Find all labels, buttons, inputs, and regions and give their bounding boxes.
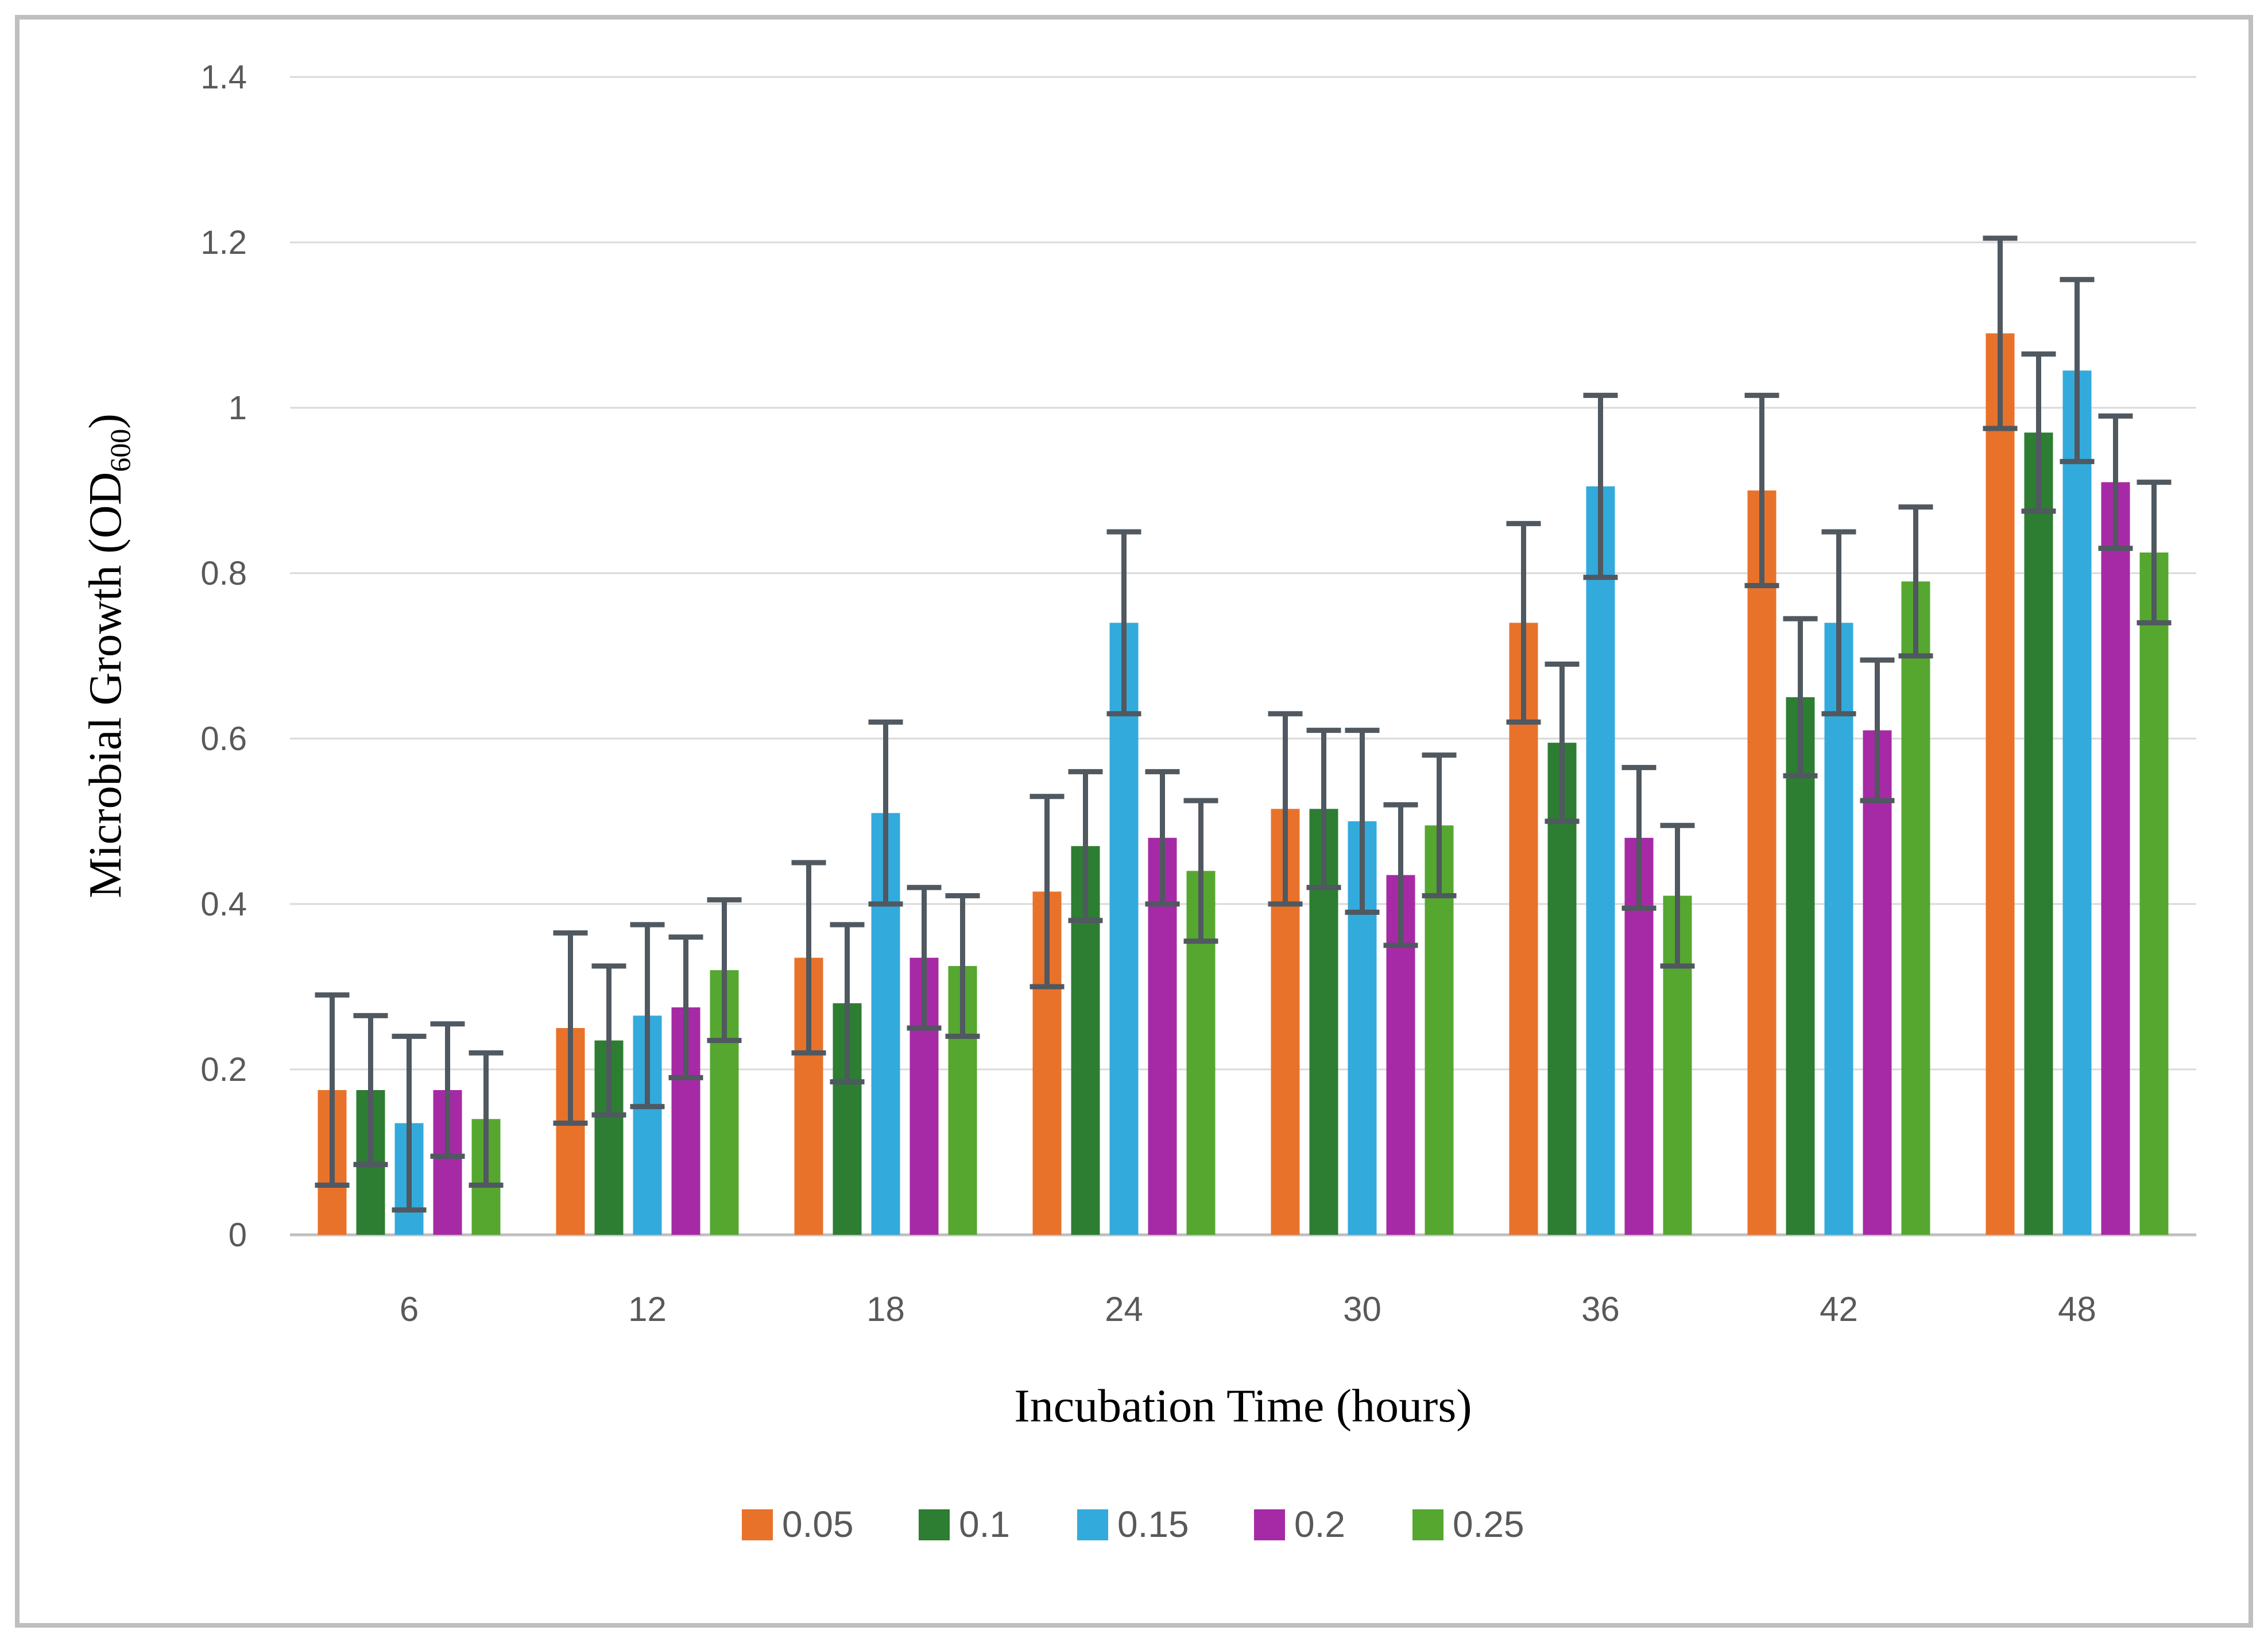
y-tick-labels-layer: 0 0.2 0.4 0.6 0.8 1 1.2 1.4	[200, 59, 247, 1254]
bar-0.15-36	[1586, 486, 1615, 1235]
x-tick-label: 12	[628, 1290, 667, 1328]
legend-label-0.2: 0.2	[1294, 1504, 1345, 1545]
bar-0.05-48	[1986, 333, 2015, 1235]
y-tick-label: 1.2	[200, 224, 247, 261]
legend: 0.05 0.1 0.15 0.2 0.25	[742, 1504, 1524, 1545]
y-tick-label: 0.2	[200, 1051, 247, 1088]
bars-layer	[318, 333, 2169, 1235]
y-axis-title: Microbial Growth (OD600)	[80, 414, 136, 898]
bar-0.2-48	[2101, 482, 2130, 1235]
legend-swatch-0.2	[1254, 1509, 1285, 1540]
y-axis-title-subscript: 600	[104, 429, 136, 472]
y-tick-label: 0.6	[200, 720, 247, 758]
y-tick-label: 0.8	[200, 555, 247, 592]
x-tick-label: 48	[2058, 1290, 2096, 1328]
bar-0.05-42	[1747, 490, 1777, 1235]
y-tick-label: 0.4	[200, 886, 247, 923]
x-tick-label: 42	[1820, 1290, 1858, 1328]
legend-item-0.25: 0.25	[1412, 1504, 1524, 1545]
legend-item-0.05: 0.05	[742, 1504, 854, 1545]
legend-item-0.2: 0.2	[1254, 1504, 1345, 1545]
legend-item-0.1: 0.1	[919, 1504, 1010, 1545]
y-axis-title-prefix: Microbial Growth (OD	[80, 472, 131, 898]
x-tick-labels-layer: 6 12 18 24 30 36 42 48	[400, 1290, 2096, 1328]
x-axis-title: Incubation Time (hours)	[1014, 1380, 1472, 1432]
x-tick-label: 6	[400, 1290, 419, 1328]
legend-swatch-0.25	[1412, 1509, 1443, 1540]
bar-0.1-48	[2024, 432, 2053, 1235]
bar-0.15-24	[1109, 623, 1139, 1235]
bar-0.2-42	[1863, 730, 1892, 1235]
bar-0.25-42	[1901, 581, 1930, 1235]
x-tick-label: 30	[1343, 1290, 1381, 1328]
y-axis-title-suffix: )	[80, 414, 131, 429]
y-tick-label: 1.4	[200, 59, 247, 96]
legend-swatch-0.05	[742, 1509, 773, 1540]
legend-label-0.05: 0.05	[782, 1504, 854, 1545]
figure-border	[15, 15, 2253, 1628]
y-tick-label: 1	[229, 389, 247, 427]
bar-0.15-48	[2062, 370, 2092, 1235]
legend-label-0.15: 0.15	[1117, 1504, 1189, 1545]
legend-swatch-0.1	[919, 1509, 950, 1540]
bar-0.25-48	[2139, 553, 2169, 1235]
bar-0.05-36	[1509, 623, 1538, 1235]
legend-label-0.25: 0.25	[1453, 1504, 1524, 1545]
bar-0.1-42	[1786, 697, 1815, 1235]
bar-0.1-36	[1547, 743, 1577, 1235]
legend-swatch-0.15	[1077, 1509, 1108, 1540]
y-tick-label: 0	[229, 1216, 247, 1254]
x-tick-label: 24	[1105, 1290, 1143, 1328]
x-tick-label: 36	[1581, 1290, 1620, 1328]
legend-item-0.15: 0.15	[1077, 1504, 1189, 1545]
error-bars-layer	[315, 235, 2172, 1213]
x-tick-label: 18	[866, 1290, 905, 1328]
legend-label-0.1: 0.1	[959, 1504, 1010, 1545]
bar-0.15-42	[1824, 623, 1853, 1235]
